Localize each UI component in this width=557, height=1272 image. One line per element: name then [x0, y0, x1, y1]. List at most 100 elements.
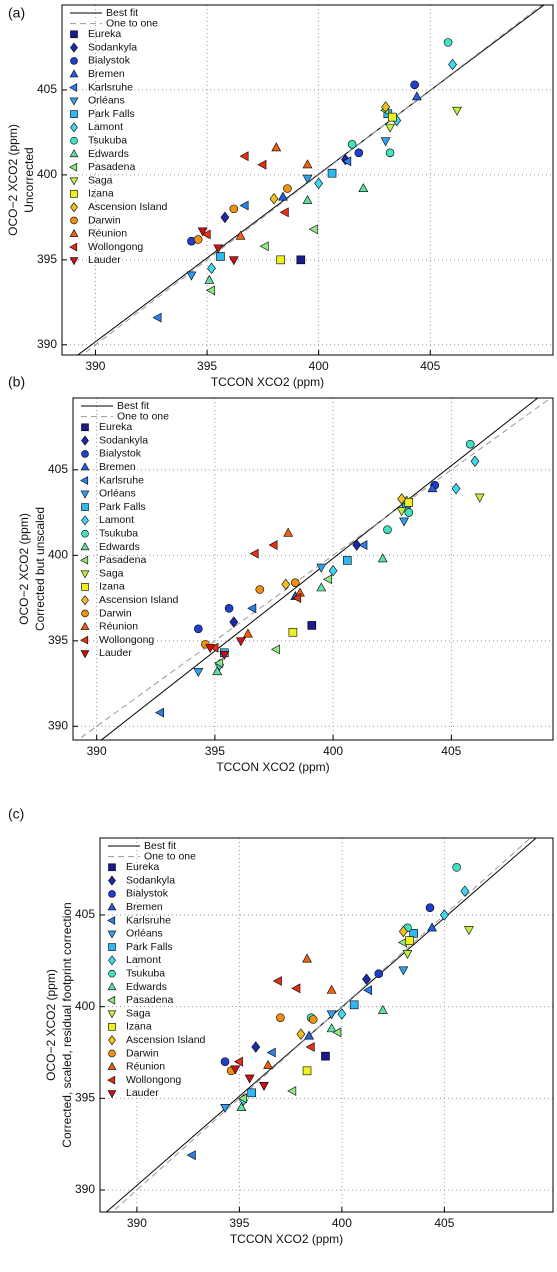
point: [302, 174, 313, 184]
point: [257, 159, 267, 170]
legend-label: Eureka: [99, 421, 132, 433]
fit-line: [100, 398, 539, 740]
point: [439, 909, 449, 921]
legend-label: Orléans: [99, 488, 136, 500]
legend-label: Edwards: [99, 541, 140, 553]
point: [349, 1000, 359, 1010]
point: [229, 616, 239, 628]
legend-marker: [108, 1049, 116, 1058]
legend-marker: [69, 242, 78, 252]
legend-label: Saga: [88, 174, 113, 186]
legend-label: Lauder: [88, 254, 121, 266]
legend-marker: [70, 216, 78, 225]
fit-line: [111, 838, 532, 1212]
point: [283, 527, 294, 537]
x-tick-label: 405: [420, 359, 440, 373]
point: [342, 156, 352, 167]
point: [302, 159, 313, 169]
legend-marker: [69, 257, 79, 266]
legend-label: Park Falls: [99, 501, 146, 513]
legend-label: Park Falls: [126, 941, 173, 953]
point: [314, 177, 324, 190]
legend-marker: [107, 916, 116, 925]
legend-marker: [69, 162, 78, 172]
point: [259, 241, 269, 252]
point: [322, 574, 332, 585]
point: [396, 507, 407, 517]
legend-marker: [81, 450, 89, 458]
x-tick-label: 390: [127, 1216, 147, 1230]
legend-marker: [81, 515, 89, 526]
point: [296, 1028, 306, 1040]
point: [354, 148, 364, 158]
point: [342, 556, 352, 565]
x-axis-label: TCCON XCO2 (ppm): [216, 760, 329, 774]
point: [236, 1102, 247, 1111]
x-tick-label: 395: [197, 359, 217, 373]
point: [327, 168, 337, 178]
point: [425, 903, 435, 912]
point: [452, 863, 461, 872]
legend-marker: [108, 875, 116, 886]
plot-area: [77, 5, 545, 355]
x-tick-label: 395: [205, 744, 225, 758]
point: [287, 1086, 297, 1096]
legend-label: One to one: [106, 17, 158, 29]
point: [321, 1051, 330, 1061]
point: [316, 563, 327, 573]
legend-label: Karlsruhe: [99, 474, 144, 486]
point: [155, 707, 164, 718]
legend-marker: [80, 570, 90, 579]
legend-marker: [80, 462, 90, 471]
point: [207, 262, 216, 275]
point: [204, 274, 215, 284]
point: [206, 285, 216, 296]
legend-label: Bremen: [99, 461, 136, 473]
legend-marker: [69, 228, 79, 237]
legend-marker: [81, 529, 89, 538]
y-axis-label: OCO−2 XCO2 (ppm): [17, 513, 31, 625]
legend-label: Lauder: [126, 1087, 159, 1099]
legend-marker: [107, 1090, 117, 1099]
y-axis-label: OCO−2 XCO2 (ppm): [6, 124, 20, 236]
point: [233, 1056, 243, 1067]
legend-label: Bialystok: [126, 888, 169, 900]
legend-marker: [81, 503, 89, 511]
legend-marker: [69, 69, 79, 78]
x-tick-label: 405: [441, 744, 461, 758]
legend-label: Darwin: [126, 1047, 159, 1059]
point: [247, 1088, 256, 1098]
x-tick-label: 405: [434, 1216, 454, 1230]
legend-label: Lauder: [99, 647, 132, 659]
point: [214, 658, 224, 668]
legend-marker: [81, 609, 89, 618]
legend-marker: [70, 190, 78, 198]
point: [235, 230, 246, 240]
point: [363, 985, 373, 996]
point: [213, 244, 224, 254]
y-tick-label: 405: [75, 907, 95, 921]
point: [276, 1013, 285, 1022]
legend-marker: [80, 476, 89, 485]
point: [404, 508, 414, 517]
point: [292, 593, 302, 603]
legend-marker: [108, 890, 116, 898]
legend-label: Bialystok: [99, 448, 142, 460]
point: [220, 211, 230, 224]
legend-label: Karlsruhe: [126, 914, 171, 926]
y-tick-label: 390: [75, 1182, 95, 1196]
point: [398, 925, 408, 938]
point: [304, 1030, 314, 1040]
point: [397, 493, 407, 505]
point: [152, 312, 162, 323]
legend-label: Wollongong: [126, 1074, 181, 1086]
point: [279, 207, 289, 218]
point: [186, 271, 197, 281]
point: [193, 668, 204, 678]
point: [474, 493, 485, 503]
legend-label: Darwin: [88, 214, 121, 226]
legend-marker: [80, 635, 89, 645]
point: [399, 517, 409, 527]
legend-label: Lamont: [88, 121, 123, 133]
